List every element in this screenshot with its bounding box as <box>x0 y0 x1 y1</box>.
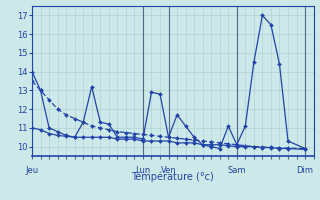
Text: Dim: Dim <box>297 166 314 175</box>
Text: Ven: Ven <box>161 166 176 175</box>
Text: Sam: Sam <box>228 166 246 175</box>
X-axis label: Température (°c): Température (°c) <box>132 171 214 182</box>
Text: Lun: Lun <box>135 166 150 175</box>
Text: Jeu: Jeu <box>25 166 39 175</box>
